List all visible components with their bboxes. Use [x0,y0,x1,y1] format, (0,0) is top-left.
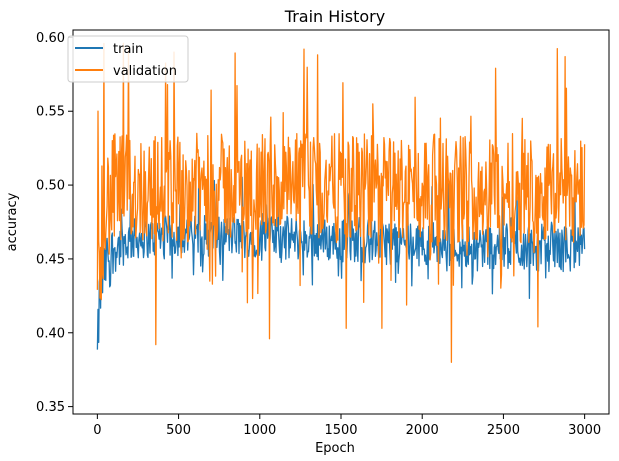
x-tick-label: 2500 [487,423,520,438]
x-axis: 0 500 1000 1500 2000 2500 3000 [93,414,601,438]
chart-title: Train History [284,7,385,26]
legend-label-train: train [113,42,143,57]
y-tick-label: 0.55 [36,105,65,120]
y-axis-label: accuracy [5,192,20,251]
x-tick-label: 3000 [568,423,601,438]
y-tick-label: 0.45 [36,252,65,267]
y-axis: 0.35 0.40 0.45 0.50 0.55 0.60 [36,31,73,415]
legend: train validation [67,35,189,83]
legend-label-validation: validation [113,64,177,79]
series-line-validation [96,42,586,363]
y-tick-label: 0.35 [36,400,65,415]
series-line-train [96,176,586,350]
x-tick-label: 0 [93,423,101,438]
x-tick-label: 1000 [243,423,276,438]
plot-area [72,29,610,415]
x-axis-label: Epoch [315,441,355,456]
x-tick-label: 500 [166,423,191,438]
y-tick-label: 0.40 [36,326,65,341]
y-tick-label: 0.50 [36,179,65,194]
x-tick-label: 2000 [406,423,439,438]
y-tick-label: 0.60 [36,31,65,46]
series-layer [96,42,586,363]
x-tick-label: 1500 [324,423,357,438]
